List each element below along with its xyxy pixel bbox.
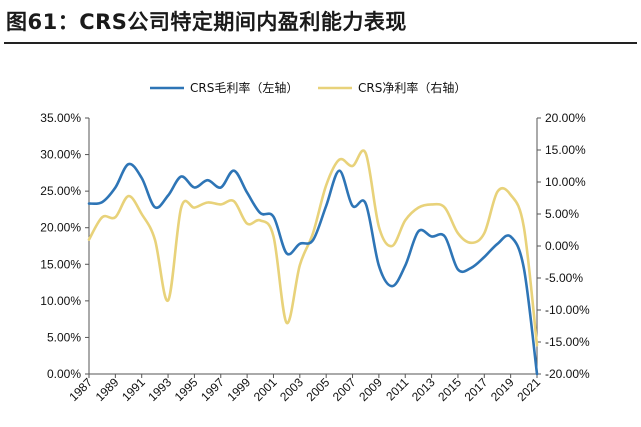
left-tick-label: 35.00% <box>40 111 81 125</box>
right-tick-label: -15.00% <box>545 335 590 349</box>
right-tick-label: 15.00% <box>545 143 586 157</box>
legend-label-net-margin: CRS净利率（右轴） <box>358 80 466 95</box>
right-tick-label: 20.00% <box>545 111 586 125</box>
right-tick-label: 10.00% <box>545 175 586 189</box>
left-tick-label: 30.00% <box>40 148 81 162</box>
left-axis-ticks: 0.00% 5.00% 10.00% 15.00% 20.00% 25.00% 30.00%… <box>40 111 89 381</box>
x-tick-label: 2021 <box>514 375 543 404</box>
right-axis-ticks: -20.00% -15.00% -10.00% -5.00% 0.00% 5.00% 10.… <box>537 111 590 381</box>
x-tick-label: 2017 <box>462 375 491 404</box>
x-tick-label: 1991 <box>119 375 148 404</box>
title-divider <box>4 42 637 44</box>
x-tick-label: 2003 <box>277 375 306 404</box>
left-tick-label: 20.00% <box>40 221 81 235</box>
x-tick-label: 1995 <box>172 375 201 404</box>
x-tick-label: 2019 <box>488 375 517 404</box>
x-tick-label: 2013 <box>409 375 438 404</box>
right-tick-label: 5.00% <box>545 207 579 221</box>
right-tick-label: -20.00% <box>545 367 590 381</box>
figure-title: 图61：CRS公司特定期间内盈利能力表现 <box>6 10 407 34</box>
x-tick-label: 2001 <box>251 375 280 404</box>
x-tick-label: 2015 <box>435 375 464 404</box>
net-margin-line <box>87 149 539 347</box>
x-axis-ticks: 1987198919911993199519971999200120032005… <box>66 374 543 404</box>
left-tick-label: 0.00% <box>47 367 81 381</box>
series-layer <box>87 149 539 376</box>
x-tick-label: 2007 <box>330 375 359 404</box>
x-tick-label: 1997 <box>198 375 227 404</box>
left-tick-label: 25.00% <box>40 184 81 198</box>
left-tick-label: 5.00% <box>47 330 81 344</box>
left-tick-label: 15.00% <box>40 257 81 271</box>
x-tick-label: 2005 <box>304 375 333 404</box>
legend-label-gross-margin: CRS毛利率（左轴） <box>190 80 298 95</box>
x-tick-label: 1999 <box>224 375 253 404</box>
legend: CRS毛利率（左轴） CRS净利率（右轴） <box>150 80 466 95</box>
right-tick-label: -10.00% <box>545 303 590 317</box>
x-tick-label: 2009 <box>356 375 385 404</box>
x-tick-label: 1993 <box>145 375 174 404</box>
left-tick-label: 10.00% <box>40 294 81 308</box>
right-tick-label: -5.00% <box>545 271 583 285</box>
right-tick-label: 0.00% <box>545 239 579 253</box>
x-tick-label: 2011 <box>383 375 411 403</box>
gross-margin-line <box>87 162 539 376</box>
x-tick-label: 1989 <box>93 375 122 404</box>
